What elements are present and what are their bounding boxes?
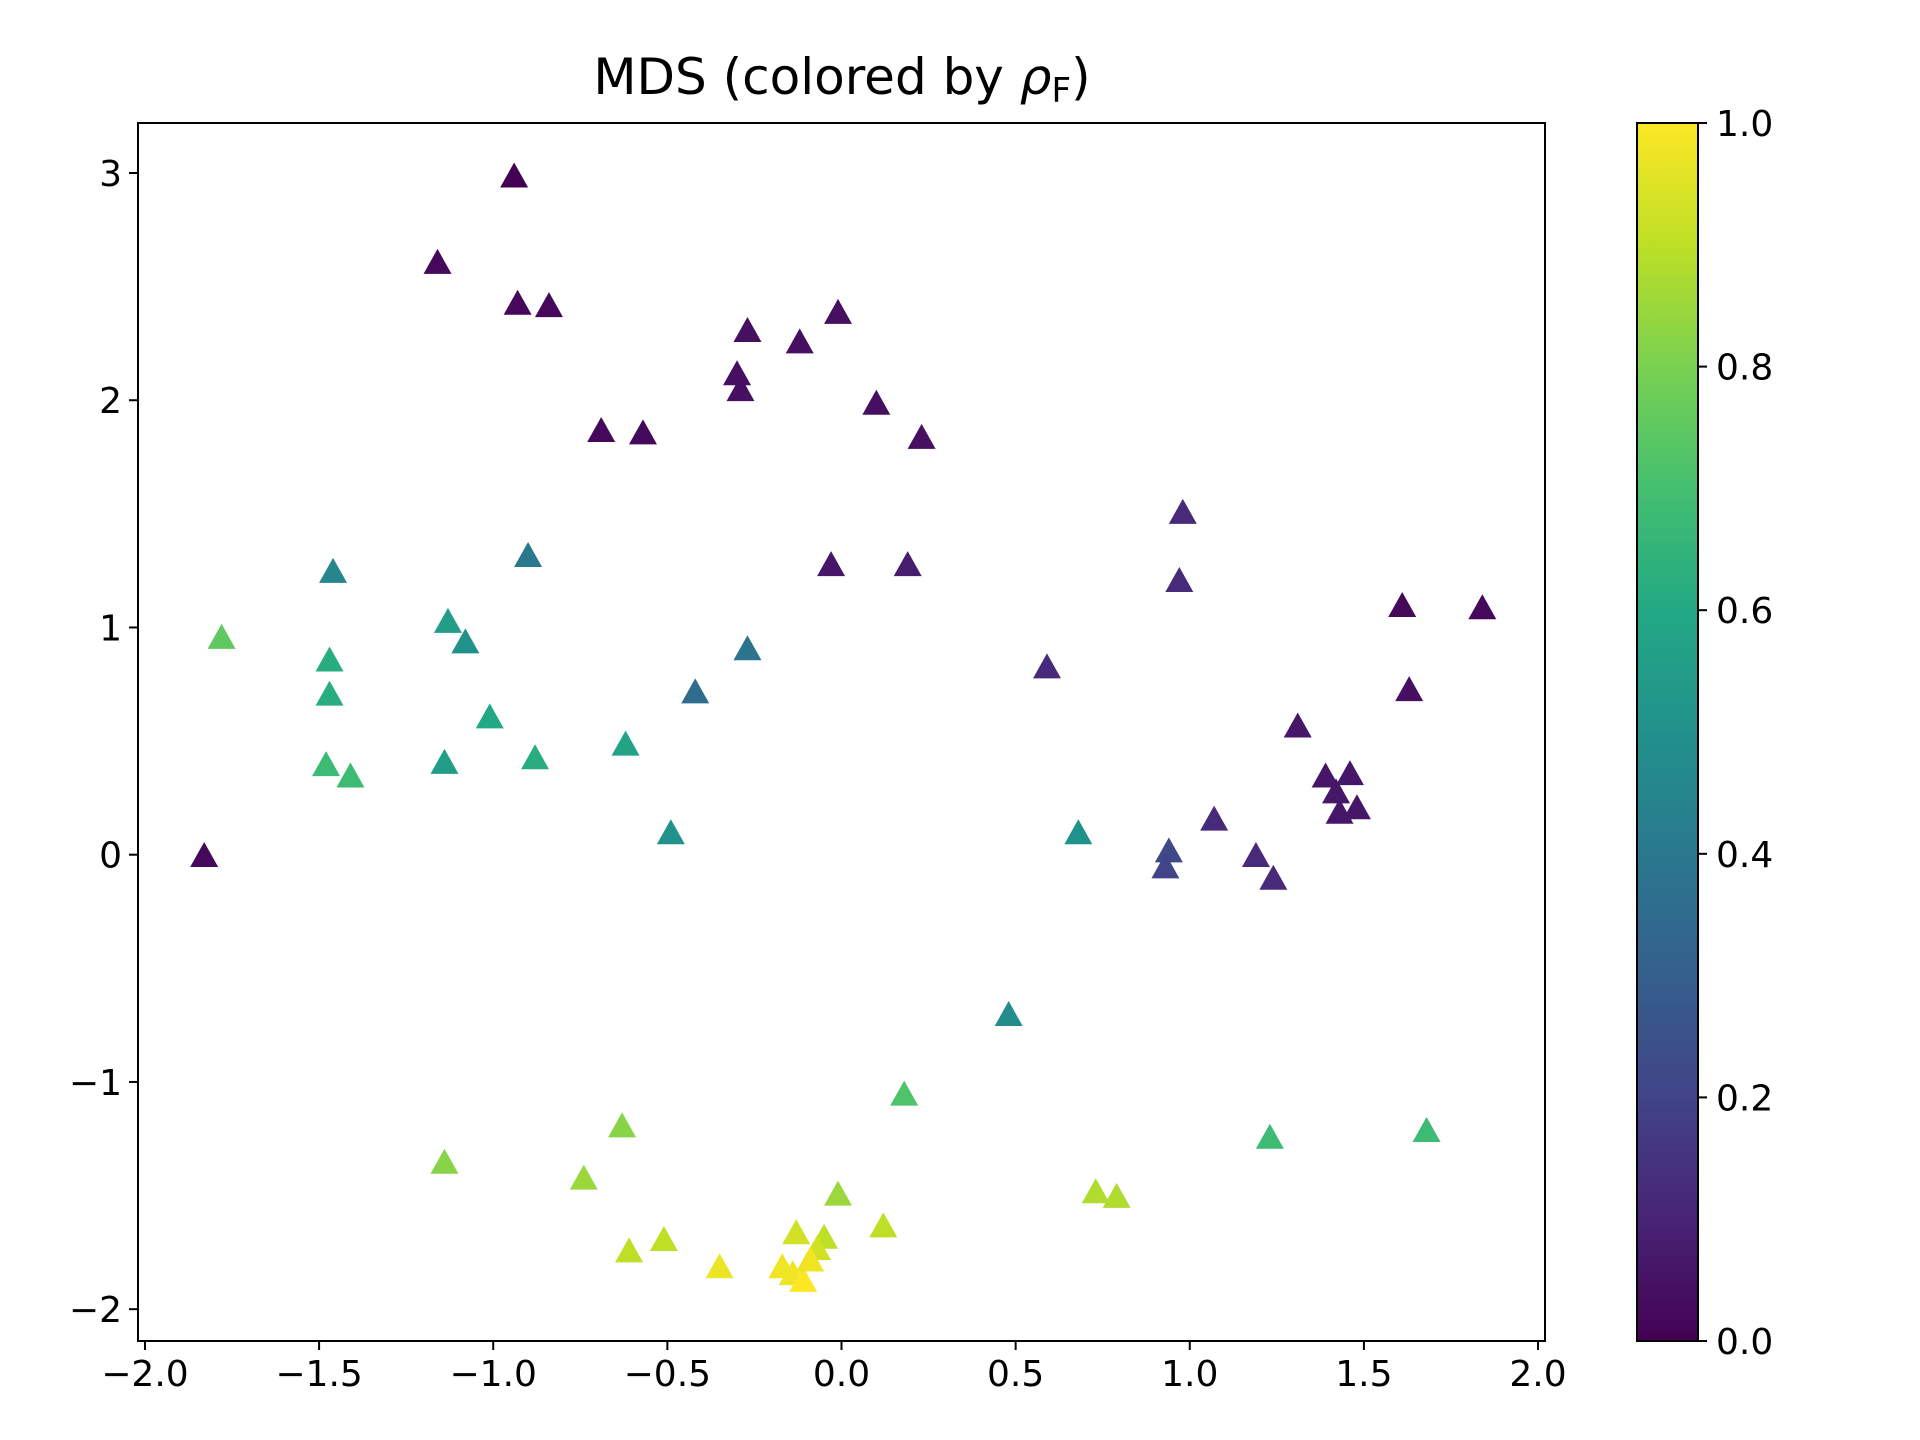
colorbar-axis: 0.0 0.2 0.4 0.6 0.8 1.0 [1698,104,1773,1363]
chart-title: MDS (colored by ρF) [593,48,1090,111]
x-tick-label: 1.0 [1161,1354,1218,1395]
data-point [503,289,532,315]
data-point [1081,1178,1110,1204]
data-point [1241,841,1270,867]
data-point [433,607,462,633]
y-tick-label: 1 [99,608,122,649]
data-point [1259,864,1288,890]
data-point [190,841,219,867]
data-point [1395,676,1424,702]
x-tick-label: 0.0 [813,1354,870,1395]
data-point [587,417,616,443]
data-point [1168,498,1197,524]
y-axis: −2 −1 0 1 2 3 [69,154,138,1331]
y-tick-label: 0 [99,836,122,877]
data-point [994,1001,1023,1027]
data-point [1154,837,1183,863]
x-tick-label: 0.5 [987,1354,1044,1395]
data-point [1388,592,1417,618]
x-tick-label: 1.5 [1335,1354,1392,1395]
colorbar-tick-label: 0.0 [1716,1322,1773,1363]
data-point [1335,760,1364,786]
data-point [500,162,529,188]
data-point [869,1212,898,1238]
data-point [315,680,344,706]
data-point [890,1080,919,1106]
data-point [907,423,936,449]
x-tick-label: −1.5 [275,1354,362,1395]
colorbar-tick-label: 0.6 [1716,591,1773,632]
y-tick-label: −1 [69,1063,122,1104]
y-tick-label: 3 [99,154,122,195]
data-point [1412,1116,1441,1142]
data-point [475,703,504,729]
data-point [1255,1123,1284,1149]
data-point [733,635,762,661]
data-point [705,1253,734,1279]
data-point [796,1246,825,1272]
data-point [611,730,640,756]
x-tick-label: −0.5 [624,1354,711,1395]
data-point [430,748,459,774]
data-point [1283,712,1312,738]
x-tick-label: −1.0 [450,1354,537,1395]
data-point [423,248,452,274]
data-point [1342,794,1371,820]
data-point [1322,778,1351,804]
colorbar-tick-label: 0.4 [1716,835,1773,876]
data-point [521,744,550,770]
data-point [628,419,657,445]
colorbar-frame [1636,122,1699,1342]
data-point [824,1180,853,1206]
data-point [1311,762,1340,788]
data-point [1102,1182,1131,1208]
y-tick-label: 2 [99,381,122,422]
data-point [733,317,762,343]
data-point [312,751,341,777]
data-point [615,1237,644,1263]
data-point [319,557,348,583]
data-point [451,628,480,654]
x-tick-label: −2.0 [101,1354,188,1395]
data-point [785,328,814,354]
data-point [430,1148,459,1174]
data-point [824,298,853,324]
data-point [723,360,752,386]
data-point [862,389,891,415]
x-tick-label: 2.0 [1509,1354,1566,1395]
data-point [569,1164,598,1190]
colorbar-tick-label: 0.2 [1716,1078,1773,1119]
data-point [1032,653,1061,679]
data-point [534,292,563,318]
colorbar-tick-label: 1.0 [1716,104,1773,145]
data-point [726,376,755,402]
data-point [817,551,846,577]
data-point [315,646,344,672]
data-point [1151,853,1180,879]
data-point [893,551,922,577]
data-point [782,1219,811,1245]
data-point [1165,567,1194,593]
data-point [656,819,685,845]
scatter-points [190,162,1497,1292]
colorbar [1637,123,1698,1341]
data-point [1468,594,1497,620]
y-tick-label: −2 [69,1290,122,1331]
data-point [681,678,710,704]
data-point [207,623,236,649]
data-point [608,1112,637,1138]
data-point [1200,805,1229,831]
data-point [1064,819,1093,845]
colorbar-tick-label: 0.8 [1716,348,1773,389]
data-point [789,1266,818,1292]
data-point [336,762,365,788]
data-point [649,1226,678,1252]
x-axis: −2.0 −1.5 −1.0 −0.5 0.0 0.5 1.0 1.5 2.0 [101,1341,1567,1395]
data-point [514,542,543,568]
